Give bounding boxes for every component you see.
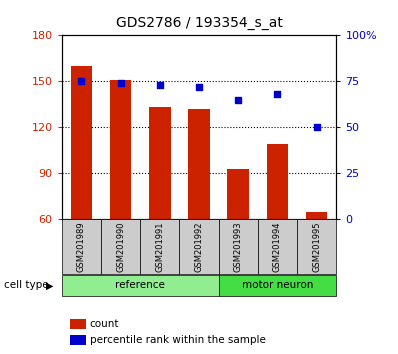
Bar	[110, 80, 131, 219]
Bar	[101, 219, 140, 274]
Bar	[62, 219, 101, 274]
Bar	[62, 275, 219, 296]
Bar	[227, 169, 249, 219]
Text: GSM201994: GSM201994	[273, 222, 282, 272]
Point	[235, 97, 242, 103]
Text: reference: reference	[115, 280, 165, 290]
Bar	[297, 219, 336, 274]
Bar	[149, 108, 171, 219]
Text: GSM201992: GSM201992	[195, 222, 203, 272]
Bar	[306, 212, 328, 219]
Text: GSM201989: GSM201989	[77, 222, 86, 272]
Text: cell type: cell type	[4, 280, 49, 290]
Bar	[188, 109, 210, 219]
Bar	[70, 66, 92, 219]
Point	[117, 80, 124, 86]
Bar	[219, 219, 258, 274]
Bar	[219, 275, 336, 296]
Bar	[267, 144, 288, 219]
Point	[156, 82, 163, 88]
Text: GDS2786 / 193354_s_at: GDS2786 / 193354_s_at	[115, 16, 283, 30]
Text: motor neuron: motor neuron	[242, 280, 313, 290]
Point	[196, 84, 202, 90]
Text: GSM201991: GSM201991	[155, 222, 164, 272]
Point	[78, 79, 84, 84]
Text: GSM201990: GSM201990	[116, 222, 125, 272]
Text: ▶: ▶	[46, 280, 53, 290]
Text: count: count	[90, 319, 119, 329]
Bar	[140, 219, 179, 274]
Text: GSM201995: GSM201995	[312, 222, 321, 272]
Text: percentile rank within the sample: percentile rank within the sample	[90, 335, 265, 345]
Point	[314, 125, 320, 130]
Bar	[258, 219, 297, 274]
Text: GSM201993: GSM201993	[234, 222, 243, 272]
Point	[274, 91, 281, 97]
Bar	[179, 219, 219, 274]
